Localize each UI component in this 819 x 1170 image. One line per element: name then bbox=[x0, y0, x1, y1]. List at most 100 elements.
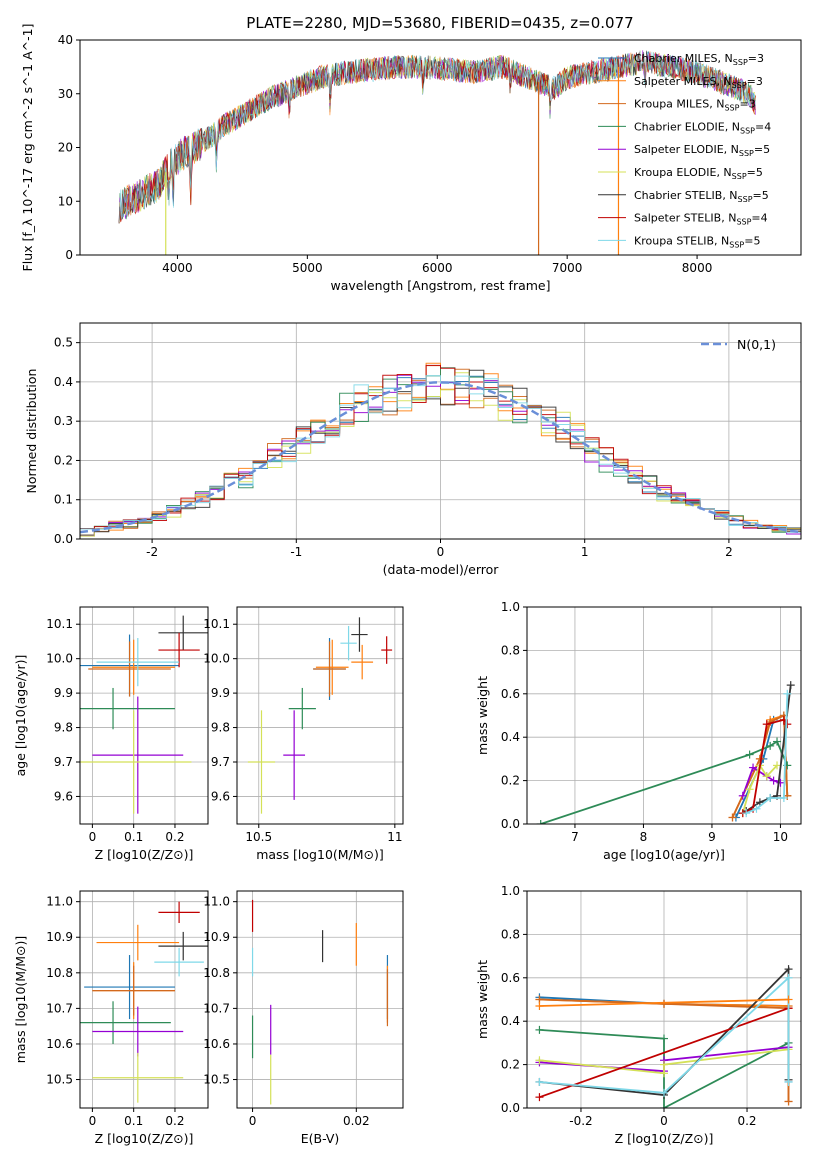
plot-area-5 bbox=[80, 901, 208, 1103]
plot-area-6 bbox=[251, 899, 389, 1105]
legend-entry: Kroupa STELIB, NSSP=5 bbox=[634, 234, 760, 249]
y-tick-label: 9.6 bbox=[211, 789, 230, 803]
legend-nssp-label: , N bbox=[722, 189, 737, 202]
x-tick-label: -0.2 bbox=[569, 1114, 592, 1128]
y-tick-label: 9.7 bbox=[54, 755, 73, 769]
y-tick-label: 11.0 bbox=[203, 895, 230, 909]
y-tick-label: 10.9 bbox=[46, 930, 73, 944]
x-tick-label: 2 bbox=[725, 545, 733, 559]
legend-entry: Chabrier STELIB, NSSP=5 bbox=[634, 189, 769, 204]
x-tick-label: 6000 bbox=[422, 261, 453, 275]
legend-equals: = bbox=[753, 189, 762, 202]
y-tick-label: 9.9 bbox=[54, 686, 73, 700]
x-tick-label: 11 bbox=[387, 830, 402, 844]
legend-entry: Kroupa ELODIE, NSSP=5 bbox=[634, 166, 763, 181]
legend-equals: = bbox=[755, 120, 764, 133]
legend-entry: Kroupa MILES, NSSP=3 bbox=[634, 98, 756, 113]
y-tick-label: 0.6 bbox=[501, 971, 520, 985]
histogram-series bbox=[80, 374, 801, 537]
y-tick-label: 9.7 bbox=[211, 755, 230, 769]
axes-frame bbox=[526, 606, 802, 825]
axes-frame bbox=[236, 890, 404, 1109]
y-tick-label: 40 bbox=[58, 33, 73, 47]
y-tick-label: 0.0 bbox=[501, 817, 520, 831]
y-tick-label: 1.0 bbox=[501, 884, 520, 898]
y-tick-label: 0.0 bbox=[501, 1101, 520, 1115]
x-axis-label: Z [log10(Z/Z⊙)] bbox=[615, 1131, 714, 1146]
x-tick-label: 4000 bbox=[162, 261, 193, 275]
legend-equals: = bbox=[754, 143, 763, 156]
y-tick-label: 0.6 bbox=[501, 687, 520, 701]
y-tick-label: 10.5 bbox=[46, 1073, 73, 1087]
x-axis-label: age [log10(age/yr)] bbox=[603, 847, 725, 862]
y-axis-label: Normed distribution bbox=[24, 369, 39, 494]
x-tick-label: 0 bbox=[89, 1114, 97, 1128]
y-tick-label: 10.7 bbox=[46, 1001, 73, 1015]
legend-nssp-label: , N bbox=[724, 143, 739, 156]
legend-series-name: Salpeter MILES bbox=[634, 75, 716, 88]
y-tick-label: 10.0 bbox=[46, 652, 73, 666]
legend-entry: Chabrier MILES, NSSP=3 bbox=[634, 52, 764, 67]
spectrum-line bbox=[118, 50, 756, 224]
x-axis-label: Z [log10(Z/Z⊙)] bbox=[95, 847, 194, 862]
weight-line bbox=[539, 975, 790, 1094]
weight-line bbox=[539, 1048, 789, 1075]
legend-subscript: SSP bbox=[738, 195, 753, 204]
axes-frame bbox=[79, 890, 209, 1109]
x-tick-label: 8000 bbox=[682, 261, 713, 275]
legend-series-name: Kroupa STELIB bbox=[634, 234, 714, 247]
x-tick-label: 0 bbox=[437, 545, 445, 559]
y-tick-label: 10.8 bbox=[46, 966, 73, 980]
legend-series-name: Kroupa MILES bbox=[634, 98, 709, 111]
y-axis-label: age [log10(age/yr)] bbox=[13, 655, 28, 777]
weight-line bbox=[539, 1007, 789, 1099]
x-axis-label: wavelength [Angstrom, rest frame] bbox=[330, 278, 550, 293]
legend-nssp-value: 3 bbox=[749, 98, 756, 111]
legend-equals: = bbox=[744, 234, 753, 247]
y-tick-label: 10.5 bbox=[203, 1073, 230, 1087]
y-tick-label: 0 bbox=[65, 248, 73, 262]
histogram-series bbox=[80, 372, 801, 537]
legend-entry: Salpeter MILES, NSSP=3 bbox=[634, 75, 763, 90]
y-tick-label: 10.9 bbox=[203, 930, 230, 944]
legend-equals: = bbox=[747, 166, 756, 179]
x-tick-label: 7 bbox=[571, 830, 579, 844]
plot-5: 0 0.1 0.2 10.5 10.6 10.7 10.8 10.9 11.0 Z [log10(… bbox=[13, 890, 209, 1146]
plot-0: 4000 5000 6000 7000 8000 0 10 20 30 40 wavelength … bbox=[20, 24, 802, 293]
legend-subscript: SSP bbox=[729, 240, 744, 249]
plot-area-3 bbox=[247, 617, 393, 814]
legend-nssp-label: , N bbox=[714, 234, 729, 247]
legend-nssp-value: 3 bbox=[757, 52, 764, 65]
y-axis-label: mass weight bbox=[475, 676, 490, 755]
y-tick-label: 10.6 bbox=[203, 1037, 230, 1051]
legend-nssp-label: , N bbox=[716, 166, 731, 179]
x-axis-label: (data-model)/error bbox=[383, 562, 500, 577]
y-tick-label: 9.8 bbox=[211, 721, 230, 735]
plot-area-4 bbox=[536, 681, 795, 824]
x-axis-label: Z [log10(Z/Z⊙)] bbox=[95, 1131, 194, 1146]
legend-subscript: SSP bbox=[732, 172, 747, 181]
y-axis-label: mass weight bbox=[475, 960, 490, 1039]
x-tick-label: -2 bbox=[146, 545, 158, 559]
plot-area-2 bbox=[80, 615, 208, 814]
legend-series-name: Chabrier ELODIE bbox=[634, 120, 725, 133]
y-tick-label: 0.2 bbox=[501, 1058, 520, 1072]
x-tick-label: 0.02 bbox=[343, 1114, 370, 1128]
y-tick-label: 9.9 bbox=[211, 686, 230, 700]
x-tick-label: 8 bbox=[640, 830, 648, 844]
legend-series-name: Salpeter ELODIE bbox=[634, 143, 724, 156]
y-tick-label: 0.2 bbox=[501, 774, 520, 788]
legend-series-name: Salpeter STELIB bbox=[634, 212, 721, 225]
x-tick-label: 0 bbox=[89, 830, 97, 844]
y-tick-label: 0.5 bbox=[54, 336, 73, 350]
plot-6: 0 0.02 10.5 10.6 10.7 10.8 10.9 11.0 E(B-V) bbox=[203, 890, 404, 1146]
x-axis-label: E(B-V) bbox=[301, 1131, 340, 1146]
legend-equals: = bbox=[747, 75, 756, 88]
y-tick-label: 11.0 bbox=[46, 895, 73, 909]
legend-nssp-value: 5 bbox=[753, 234, 760, 247]
legend-subscript: SSP bbox=[732, 81, 747, 90]
figure-title: PLATE=2280, MJD=53680, FIBERID=0435, z=0… bbox=[246, 14, 633, 32]
x-tick-label: 7000 bbox=[552, 261, 583, 275]
